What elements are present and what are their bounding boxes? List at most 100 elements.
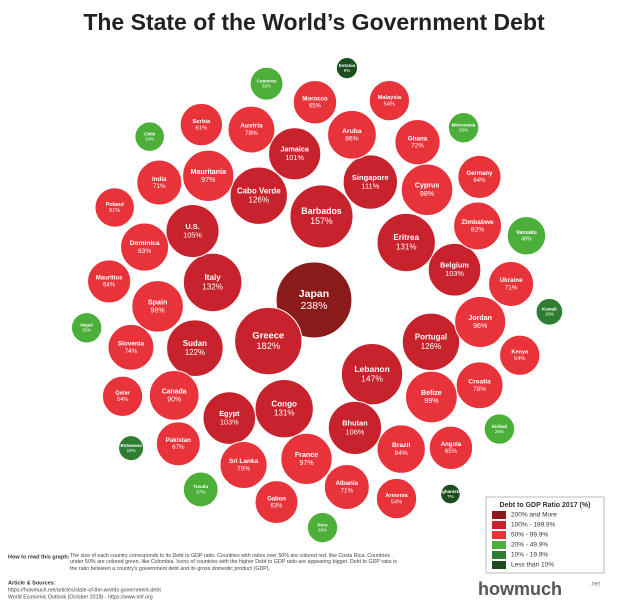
country-shape (453, 201, 502, 251)
country-name: Brazil (392, 442, 410, 449)
country-name: Ghana (408, 135, 428, 142)
country-name: Croatia (468, 378, 491, 385)
country-shape (335, 57, 359, 80)
value-label: 99% (424, 396, 439, 405)
country-shape (376, 212, 436, 273)
country-name: Qatar (115, 391, 130, 397)
country-shape (506, 216, 547, 256)
value-label: 78% (245, 130, 258, 137)
country-shape (275, 261, 353, 339)
country-name: Cyprus (415, 182, 440, 190)
country-shape (427, 242, 482, 297)
country-name: Kuwait (542, 306, 557, 311)
value-label: 63% (271, 503, 284, 509)
value-label: 64% (103, 283, 116, 289)
country-shape (457, 154, 502, 200)
country-name: Congo (271, 399, 297, 408)
country-shape (447, 112, 480, 144)
country-name: Estonia (339, 63, 356, 68)
value-label: 7% (447, 494, 454, 499)
legend-label: 200% and More (511, 512, 557, 519)
country-name: Chile (144, 131, 155, 136)
country-name: Peru (318, 522, 328, 527)
country-shape (454, 295, 507, 348)
country-name: Morocco (302, 96, 327, 102)
country-name: Cabo Verde (237, 186, 281, 195)
country-name: France (295, 451, 318, 459)
country-shape (483, 413, 516, 445)
value-label: 65% (445, 449, 458, 455)
value-label: 79% (237, 466, 250, 473)
value-label: 74% (125, 348, 138, 355)
country-name: Aruba (342, 128, 362, 135)
country-name: Austria (240, 123, 263, 130)
country-shape (234, 306, 303, 376)
country-shape (101, 375, 144, 417)
country-shape (394, 119, 441, 166)
country-shape (535, 297, 564, 326)
value-label: 37% (196, 490, 206, 496)
country-name: Botswana (120, 443, 142, 448)
country-name: Zimbabwe (461, 219, 494, 226)
country-shape (202, 391, 257, 445)
country-name: Greece (252, 330, 284, 340)
country-shape (488, 260, 535, 308)
value-label: 32% (262, 84, 271, 89)
value-label: 18% (545, 312, 554, 317)
value-label: 26% (495, 429, 504, 434)
logo: howmuch (478, 579, 562, 599)
sources-heading: Article & Sources: (8, 580, 56, 586)
country-shape (70, 312, 103, 344)
value-label: 54% (514, 356, 525, 362)
value-label: 97% (299, 459, 314, 467)
how-to-text: The size of each country corresponds to … (70, 553, 397, 572)
how-to-heading: How to read this graph: (8, 554, 70, 560)
country-name: India (152, 176, 167, 183)
legend-swatch (492, 521, 506, 529)
country-shape (268, 127, 322, 181)
country-name: Bhutan (342, 419, 368, 428)
country-name: Kenya (511, 350, 529, 356)
country-name: Malaysia (378, 95, 402, 101)
country-shape (375, 477, 418, 520)
country-shape (440, 483, 461, 505)
country-shape (120, 222, 170, 272)
country-shape (182, 471, 219, 508)
value-label: 84% (394, 450, 407, 457)
country-shape (131, 280, 184, 333)
country-name: Angola (441, 442, 462, 448)
country-shape (342, 154, 399, 210)
country-name: Belize (421, 388, 442, 397)
country-shape (280, 432, 333, 486)
value-label: 48% (521, 236, 532, 242)
legend-swatch (492, 511, 506, 519)
country-shape (289, 184, 354, 249)
value-label: 238% (301, 300, 328, 312)
value-label: 26% (318, 528, 327, 533)
value-label: 54% (117, 397, 128, 403)
value-label: 131% (396, 243, 417, 252)
country-name: Japan (299, 288, 329, 300)
country-shape (219, 440, 268, 490)
country-shape (292, 79, 338, 125)
country-shape (368, 79, 411, 122)
value-label: 82% (471, 227, 484, 234)
country-shape (327, 400, 383, 456)
country-shape (87, 259, 132, 304)
value-label: 64% (473, 178, 486, 184)
country-shape (148, 369, 200, 421)
country-name: Serbia (192, 119, 211, 125)
country-name: Jordan (468, 314, 492, 322)
value-label: 51% (109, 208, 120, 214)
country-name: Poland (106, 202, 124, 208)
country-name: Italy (205, 273, 222, 282)
country-name: Singapore (352, 173, 389, 182)
value-label: 96% (473, 322, 488, 330)
country-name: Albania (336, 480, 359, 487)
value-label: 71% (505, 284, 518, 291)
country-name: Germany (466, 171, 493, 177)
value-label: 103% (220, 417, 239, 426)
country-shape (428, 425, 474, 471)
value-label: 122% (185, 348, 205, 357)
value-label: 65% (309, 103, 322, 109)
